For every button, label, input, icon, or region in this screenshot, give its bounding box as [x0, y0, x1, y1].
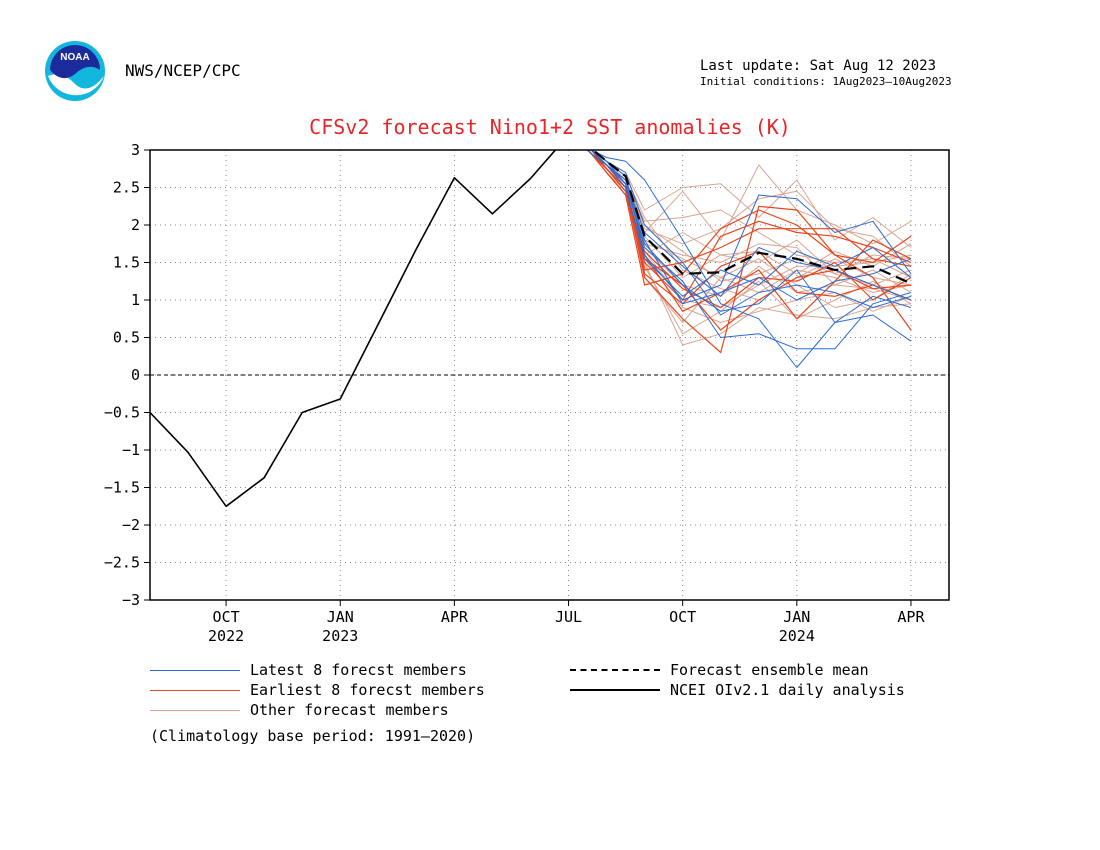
analysis-line — [150, 150, 557, 508]
y-tick-label-0: 3 — [131, 141, 140, 159]
org-label: NWS/NCEP/CPC — [125, 61, 241, 80]
latest-member-line-0 — [590, 150, 912, 368]
y-tick-label-12: −3 — [122, 591, 140, 609]
earliest-member-line-0 — [590, 150, 912, 354]
y-tick-label-4: 1 — [131, 291, 140, 309]
other-member-line-13 — [590, 150, 912, 323]
noaa-logo-svg: NOAA — [45, 41, 105, 101]
x-tick-label-1: JAN — [327, 608, 354, 626]
other-member-line-10 — [586, 150, 912, 323]
y-tick-label-11: −2.5 — [104, 554, 140, 572]
y-tick-label-3: 1.5 — [113, 254, 140, 272]
earliest-members-group — [586, 150, 912, 354]
x-tick-label-6: APR — [897, 608, 925, 626]
x-tick-label-2: APR — [441, 608, 469, 626]
y-tick-label-9: −1.5 — [104, 479, 140, 497]
y-tick-label-10: −2 — [122, 516, 140, 534]
analysis-group — [150, 150, 557, 508]
latest-member-line-5 — [590, 150, 912, 297]
y-tick-label-1: 2.5 — [113, 179, 140, 197]
latest-members-group — [586, 150, 912, 368]
x-tick-label-4: OCT — [669, 608, 696, 626]
x-tick-label-5: JAN — [783, 608, 810, 626]
noaa-logo-icon: NOAA — [44, 40, 106, 102]
chart-title: CFSv2 forecast Nino1+2 SST anomalies (K) — [309, 115, 791, 139]
y-tick-labels: 3 2.5 2 1.5 1 0.5 0 −0.5 −1 −1.5 −2 −2.5 −3 — [104, 141, 140, 609]
latest-member-line-3 — [590, 150, 912, 350]
earliest-member-line-7 — [586, 150, 912, 331]
latest-member-line-7 — [590, 150, 912, 323]
ensemble-mean-line — [591, 150, 912, 285]
climatology-footnote: (Climatology base period: 1991–2020) — [150, 727, 476, 745]
grid — [150, 150, 949, 600]
noaa-logo-text: NOAA — [60, 52, 89, 63]
x-tick-year-0: 2022 — [208, 627, 244, 645]
y-tick-label-7: −0.5 — [104, 404, 140, 422]
last-update: Last update: Sat Aug 12 2023 — [700, 58, 937, 74]
y-tick-label-2: 2 — [131, 216, 140, 234]
y-tick-label-8: −1 — [122, 441, 140, 459]
initial-conditions: Initial conditions: 1Aug2023–10Aug2023 — [700, 75, 952, 88]
x-tick-label-3: JUL — [555, 608, 582, 626]
y-tick-label-6: 0 — [131, 366, 140, 384]
y-tick-label-5: 0.5 — [113, 329, 140, 347]
x-tick-label-0: OCT — [213, 608, 240, 626]
axes — [144, 149, 950, 606]
x-tick-year-1: 2023 — [322, 627, 358, 645]
mean-group — [591, 150, 912, 285]
x-tick-year-5: 2024 — [779, 627, 815, 645]
